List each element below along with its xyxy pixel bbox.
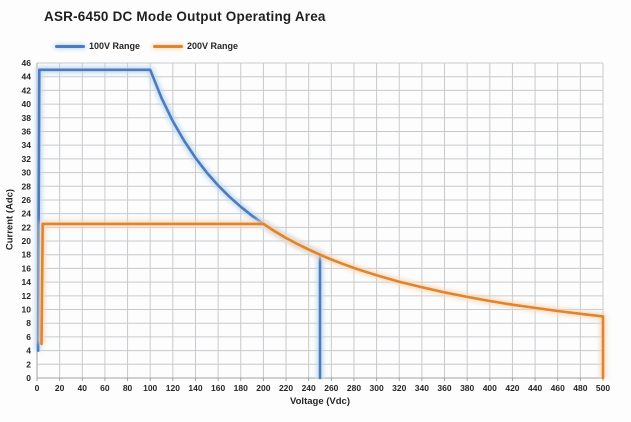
svg-text:120: 120: [166, 383, 180, 393]
y-axis-title: Current (Adc): [4, 188, 16, 251]
legend-item-100v-range: 100V Range: [55, 41, 140, 51]
svg-text:44: 44: [22, 72, 32, 82]
legend: 100V Range 200V Range: [55, 41, 238, 51]
svg-text:0: 0: [26, 373, 31, 383]
svg-text:320: 320: [392, 383, 406, 393]
svg-text:22: 22: [22, 222, 32, 232]
svg-text:480: 480: [573, 383, 587, 393]
svg-text:30: 30: [22, 168, 32, 178]
svg-text:20: 20: [55, 383, 65, 393]
svg-text:14: 14: [22, 277, 32, 287]
svg-text:4: 4: [26, 346, 31, 356]
svg-text:80: 80: [123, 383, 133, 393]
svg-text:420: 420: [505, 383, 519, 393]
legend-line-200v-icon: [153, 44, 184, 48]
legend-label-100v-range: 100V Range: [89, 41, 141, 51]
legend-label-200v-range: 200V Range: [187, 41, 239, 51]
svg-text:460: 460: [551, 383, 565, 393]
svg-text:200: 200: [256, 383, 270, 393]
svg-text:42: 42: [22, 85, 32, 95]
svg-text:240: 240: [302, 383, 316, 393]
svg-text:40: 40: [22, 99, 32, 109]
x-axis-title: Voltage (Vdc): [290, 396, 350, 407]
svg-text:500: 500: [596, 383, 610, 393]
svg-text:12: 12: [22, 291, 32, 301]
svg-text:46: 46: [22, 58, 32, 68]
svg-text:400: 400: [483, 383, 497, 393]
legend-item-200v-range: 200V Range: [153, 41, 238, 51]
svg-text:260: 260: [324, 383, 338, 393]
svg-text:18: 18: [22, 250, 32, 260]
svg-text:140: 140: [188, 383, 202, 393]
svg-text:38: 38: [22, 113, 32, 123]
svg-text:24: 24: [22, 209, 32, 219]
svg-text:0: 0: [35, 383, 40, 393]
svg-text:8: 8: [26, 318, 31, 328]
svg-text:10: 10: [22, 305, 32, 315]
svg-text:100: 100: [143, 383, 157, 393]
svg-text:36: 36: [22, 126, 32, 136]
svg-text:60: 60: [100, 383, 110, 393]
svg-text:440: 440: [528, 383, 542, 393]
svg-text:220: 220: [279, 383, 293, 393]
svg-text:360: 360: [437, 383, 451, 393]
svg-text:300: 300: [370, 383, 384, 393]
svg-text:160: 160: [211, 383, 225, 393]
svg-text:280: 280: [347, 383, 361, 393]
svg-text:40: 40: [78, 383, 88, 393]
svg-text:340: 340: [415, 383, 429, 393]
svg-text:32: 32: [22, 154, 32, 164]
legend-line-100v-icon: [55, 44, 85, 48]
svg-text:6: 6: [26, 332, 31, 342]
series-line-200v-range: [40, 222, 605, 380]
svg-text:26: 26: [22, 195, 32, 205]
svg-text:180: 180: [234, 383, 248, 393]
svg-text:380: 380: [460, 383, 474, 393]
chart-title: ASR-6450 DC Mode Output Operating Area: [44, 9, 326, 24]
svg-text:28: 28: [22, 181, 32, 191]
svg-text:16: 16: [22, 263, 32, 273]
svg-text:2: 2: [26, 359, 31, 369]
svg-text:34: 34: [22, 140, 32, 150]
svg-text:20: 20: [22, 236, 32, 246]
